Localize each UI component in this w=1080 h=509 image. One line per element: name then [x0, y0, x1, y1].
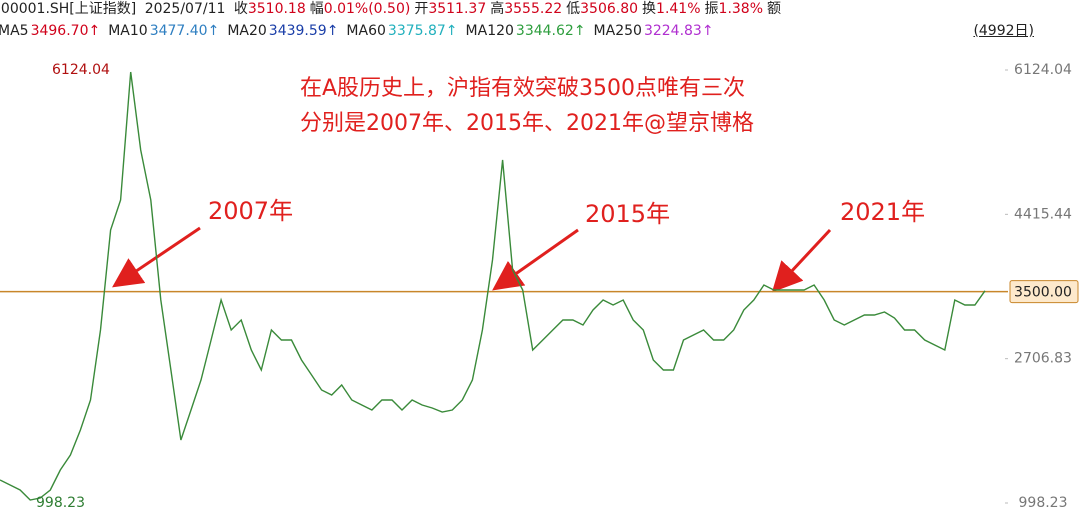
- y-tick-label: 4415.44: [1014, 206, 1072, 222]
- ma-value: 3344.62↑: [515, 23, 586, 39]
- quote-value: 3555.22: [504, 1, 563, 17]
- annotation: 分别是2007年、2015年、2021年@望京博格: [300, 111, 754, 136]
- date: 2025/07/11: [144, 1, 226, 17]
- y-tick-label: 3500.00: [1014, 285, 1072, 301]
- quote-label: 幅: [309, 1, 324, 17]
- annotation: 2007年: [208, 197, 293, 225]
- y-tick-label: 2706.83: [1014, 351, 1072, 367]
- price-line: [0, 71, 986, 501]
- ma-name: MA120: [465, 23, 514, 39]
- ma-name: MA60: [346, 23, 386, 39]
- quote-label: 收: [233, 1, 248, 17]
- ma-value: 3496.70↑: [30, 23, 101, 39]
- ma-name: MA5: [0, 23, 29, 39]
- y-tick-label: 6124.04: [1014, 62, 1072, 78]
- quote-value: 3506.80: [580, 1, 639, 17]
- annotation: 在A股历史上，沪指有效突破3500点唯有三次: [300, 76, 745, 101]
- quote-label: 低: [566, 1, 581, 17]
- ma-value: 3224.83↑: [643, 23, 714, 39]
- quote-label: 开: [414, 1, 429, 17]
- ma-value: 3477.40↑: [149, 23, 220, 39]
- ma-name: MA250: [593, 23, 642, 39]
- quote-label: 额: [767, 1, 782, 17]
- quote-value: 3511.37: [428, 1, 487, 17]
- ma-name: MA10: [108, 23, 148, 39]
- y-tick-label: 998.23: [1019, 495, 1068, 509]
- arrow: [112, 226, 201, 288]
- min-label: 998.23: [36, 495, 85, 509]
- quote-label: 高: [490, 1, 505, 17]
- quote-value: 0.01%(0.50): [323, 1, 411, 17]
- quote-label: 振: [704, 1, 719, 17]
- quote-value: 1.41%: [656, 1, 701, 17]
- quote-header: 000001.SH[上证指数] 2025/07/11 收3510.18 幅0.01…: [0, 0, 781, 20]
- annotation: 2021年: [840, 198, 925, 226]
- arrow: [492, 228, 579, 291]
- ma-value: 3439.59↑: [268, 23, 339, 39]
- ma-value: 3375.87↑: [387, 23, 458, 39]
- annotation: 2015年: [585, 200, 670, 228]
- tick-label-box: [1009, 280, 1079, 304]
- ma-legend: MA5 3496.70↑ MA10 3477.40↑ MA20 3439.59↑ MA60 3…: [0, 22, 1038, 42]
- quote-value: 1.38%: [718, 1, 764, 17]
- arrow: [771, 228, 832, 293]
- days: (4992日): [973, 23, 1034, 39]
- quote-value: 3510.18: [247, 1, 306, 17]
- ma-name: MA20: [227, 23, 267, 39]
- symbol: 000001.SH[上证指数]: [0, 1, 137, 17]
- quote-label: 换: [642, 1, 657, 17]
- max-label: 6124.04: [52, 62, 110, 78]
